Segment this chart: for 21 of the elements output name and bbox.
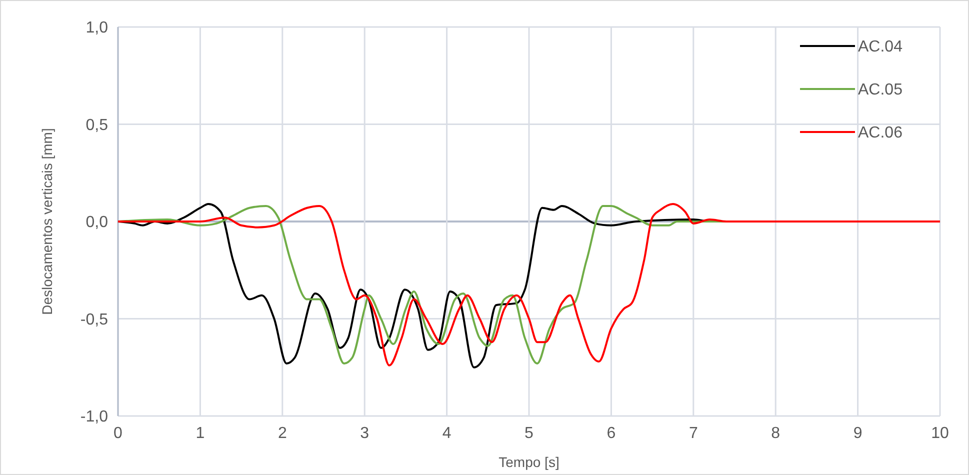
x-tick-label: 1 (196, 425, 205, 442)
y-tick-label: 0,5 (86, 116, 108, 134)
x-tick-label: 6 (606, 425, 616, 442)
legend-label: AC.04 (858, 38, 903, 56)
x-axis-title: Tempo [s] (498, 454, 560, 470)
x-tick-label: 3 (360, 425, 370, 442)
x-tick-label: 0 (114, 425, 123, 442)
y-tick-label: -0,5 (80, 311, 108, 328)
x-tick-label: 4 (442, 425, 452, 442)
y-axis-title: Deslocamentos verticais [mm] (39, 128, 55, 315)
y-tick-label: 0,0 (86, 214, 108, 232)
legend-label: AC.05 (858, 82, 903, 99)
x-tick-label: 2 (278, 425, 287, 442)
x-tick-label: 8 (771, 425, 780, 442)
y-tick-label: -1,0 (80, 408, 108, 426)
y-tick-label: 1,0 (86, 20, 108, 37)
x-tick-label: 9 (853, 425, 862, 442)
x-tick-label: 7 (688, 425, 698, 442)
legend-label: AC.06 (858, 124, 903, 142)
x-tick-label: 10 (931, 425, 949, 442)
x-tick-label: 5 (524, 425, 534, 442)
